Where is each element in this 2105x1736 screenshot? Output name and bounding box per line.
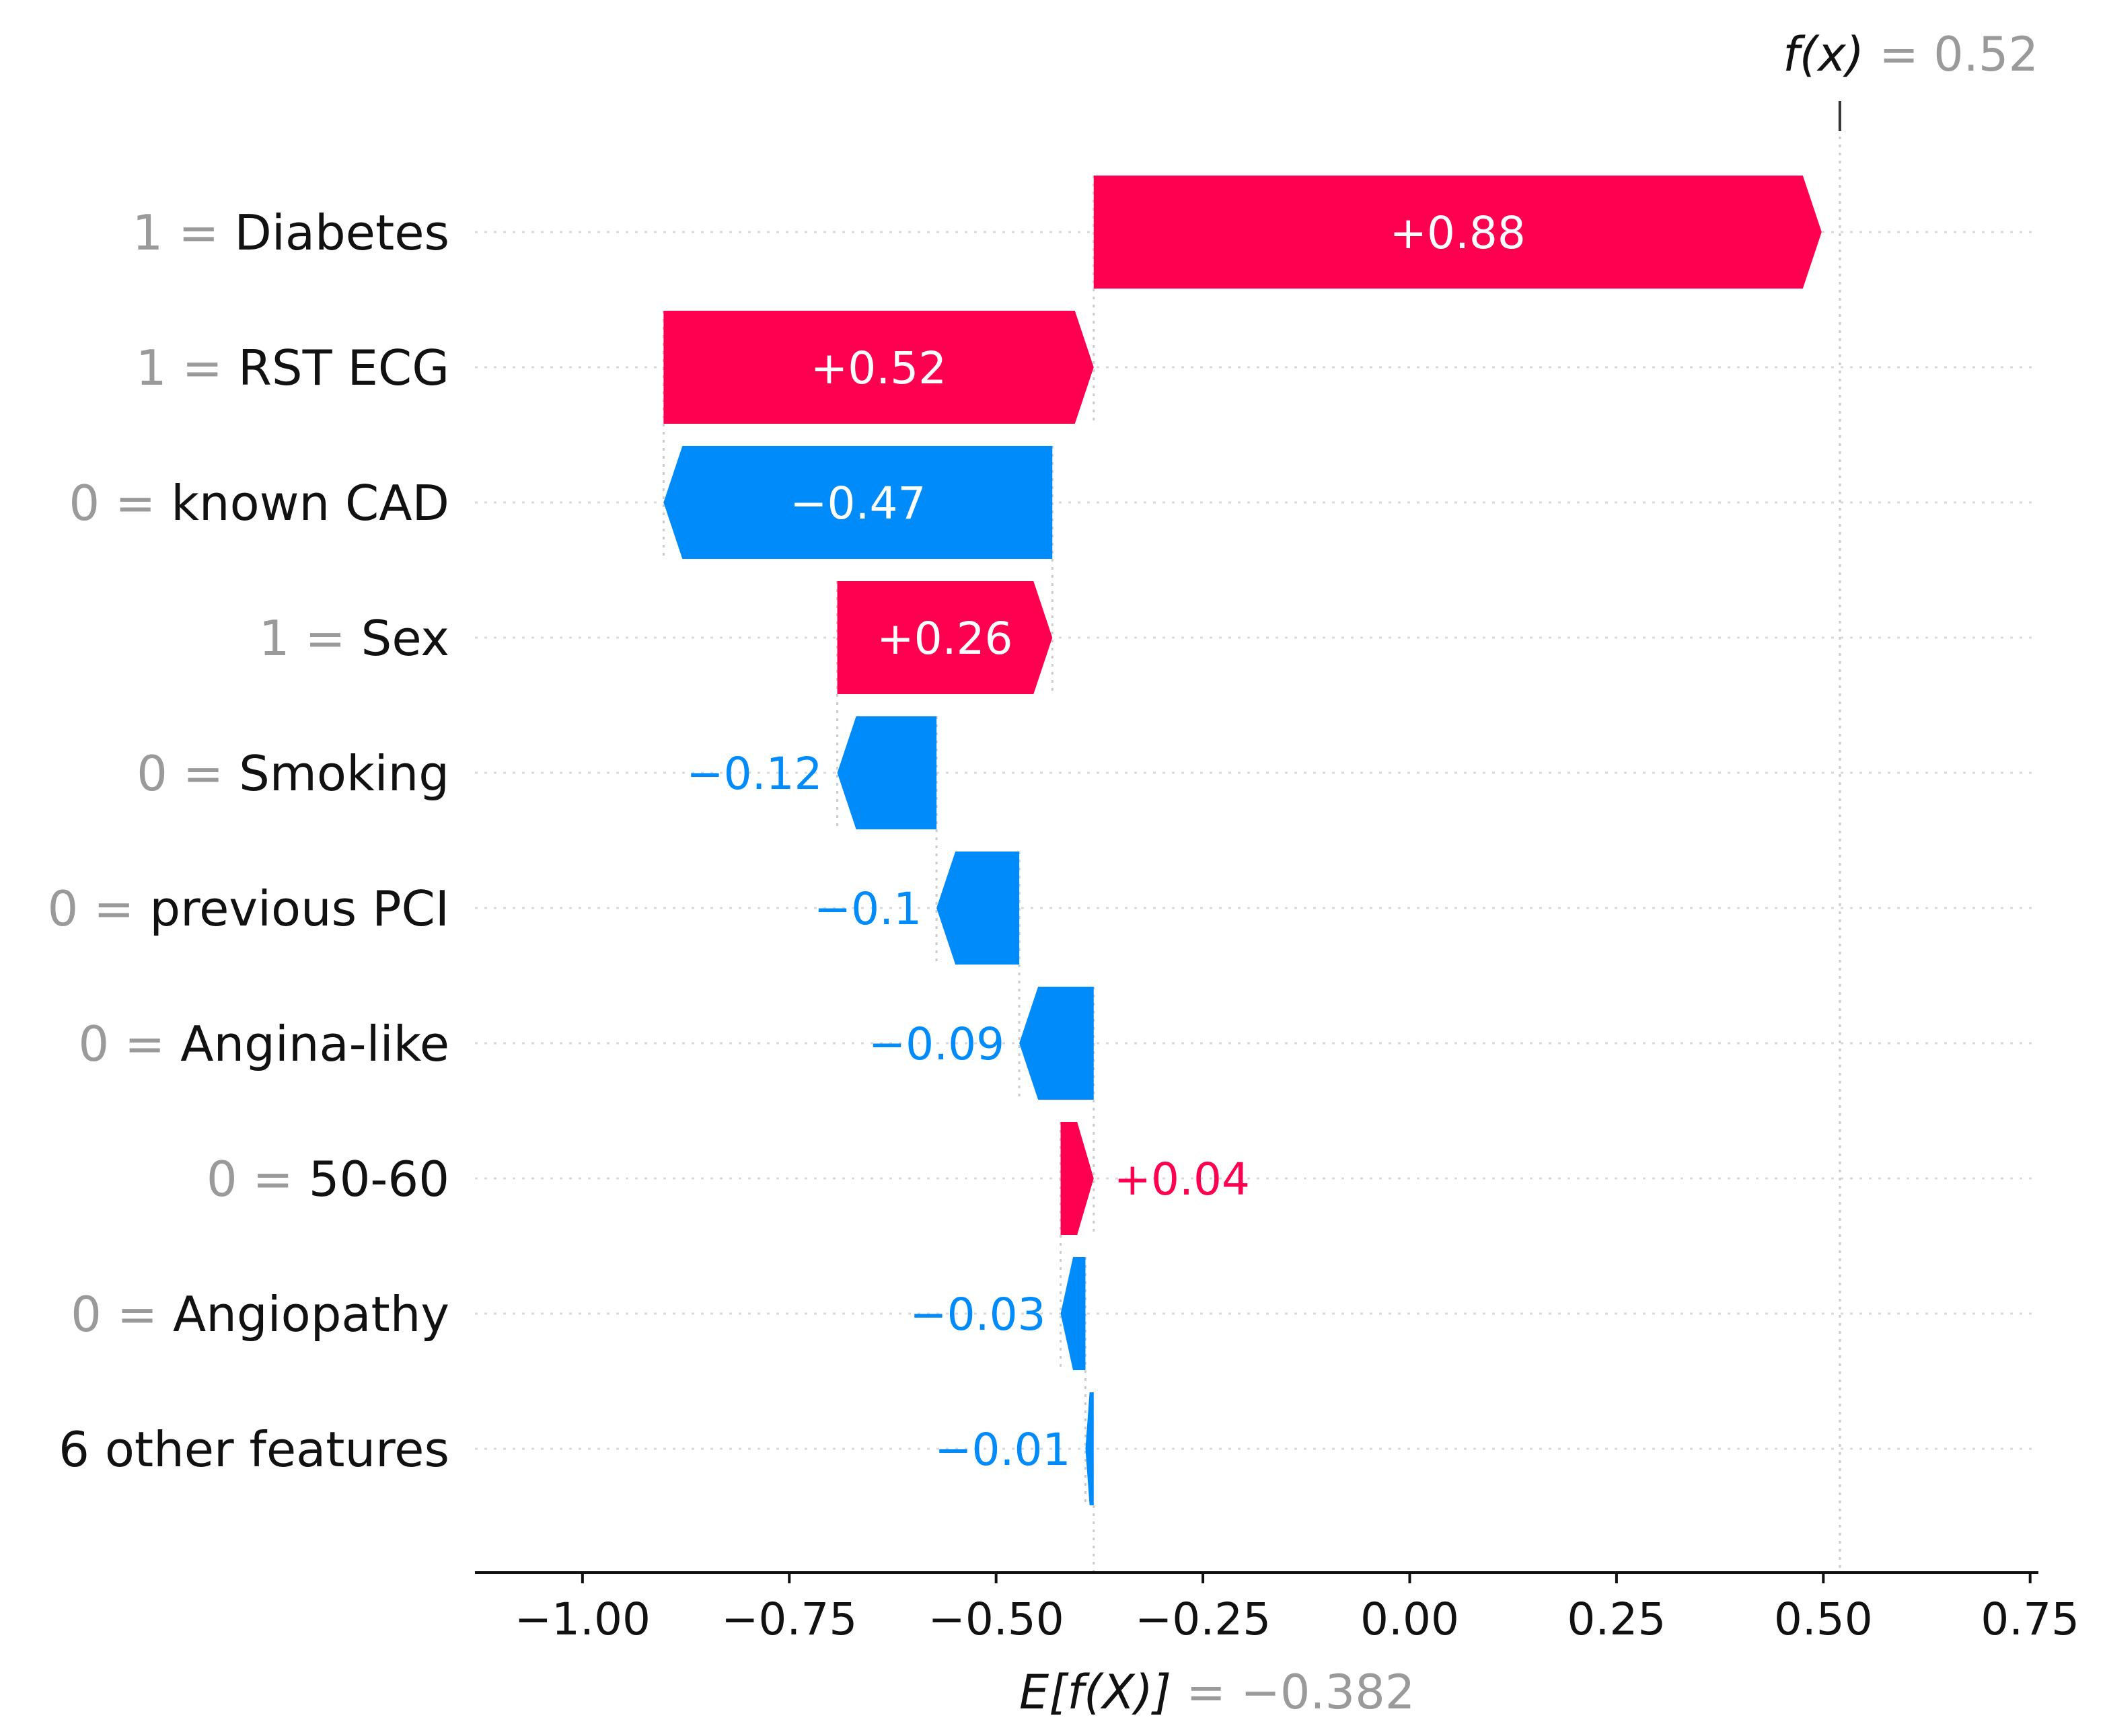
base-value: = −0.382 [1171, 1665, 1415, 1720]
bar-label-3: −0.47 [790, 478, 926, 529]
feature-label-2: 1 = RST ECG [136, 340, 449, 396]
bar-label-4: +0.26 [877, 613, 1012, 665]
feature-name: known CAD [171, 475, 449, 531]
x-axis: −1.00 −0.75 −0.50 −0.25 0.00 0.25 0.50 0.75 [475, 1571, 2079, 1645]
bar-10 [1085, 1392, 1094, 1505]
feature-name: RST ECG [238, 340, 449, 396]
feature-label-3: 0 = known CAD [69, 475, 449, 531]
feature-name: Angina-like [180, 1016, 449, 1072]
feature-value: 1 = [132, 204, 234, 261]
feature-label-5: 0 = Smoking [137, 745, 449, 802]
x-tick-label: 0.25 [1567, 1593, 1666, 1645]
x-tick-label: −0.50 [928, 1593, 1064, 1645]
feature-value: 0 = [69, 475, 171, 531]
bar-8 [1060, 1122, 1094, 1235]
bar-label-10: −0.01 [934, 1424, 1070, 1476]
feature-label-4: 1 = Sex [259, 610, 449, 667]
bar-6 [936, 852, 1020, 965]
feature-value: 0 = [137, 745, 239, 802]
base-prefix: E[f(X)] [1019, 1665, 1171, 1720]
feature-value: 1 = [136, 340, 238, 396]
x-tick-label: 0.00 [1360, 1593, 1459, 1645]
bar-7 [1019, 987, 1094, 1100]
output-value-label: f(x) = 0.52 [1783, 27, 2038, 82]
feature-value: 0 = [71, 1286, 173, 1343]
feature-name: 6 other features [59, 1421, 449, 1478]
bar-label-1: +0.88 [1390, 207, 1526, 259]
bar-label-2: +0.52 [811, 342, 947, 394]
feature-label-1: 1 = Diabetes [132, 204, 449, 261]
bar-4 [837, 581, 1053, 694]
bar-label-7: −0.09 [869, 1018, 1004, 1070]
bar-1 [1093, 176, 1822, 289]
bar-label-5: −0.12 [686, 748, 822, 800]
x-tick-label: 0.75 [1981, 1593, 2079, 1645]
feature-label-10: 6 other features [59, 1421, 449, 1478]
feature-name: Smoking [239, 745, 449, 802]
feature-value: 0 = [47, 880, 149, 937]
feature-value: 1 = [259, 610, 361, 667]
feature-label-9: 0 = Angiopathy [71, 1286, 449, 1343]
bar-5 [837, 716, 937, 829]
bar-label-6: −0.1 [814, 883, 922, 935]
x-tick-label: −0.25 [1135, 1593, 1271, 1645]
bars: +0.88 +0.52 −0.47 +0.26 −0.12 −0.1 −0.09 +0.04 −… [663, 176, 1822, 1505]
bar-label-9: −0.03 [910, 1289, 1045, 1341]
feature-name: Angiopathy [173, 1286, 449, 1343]
output-prefix: f(x) [1783, 27, 1864, 82]
feature-label-8: 0 = 50-60 [207, 1151, 449, 1207]
x-tick-label: −0.75 [721, 1593, 857, 1645]
bar-label-8: +0.04 [1114, 1154, 1250, 1205]
base-value-label: E[f(X)] = −0.382 [1019, 1665, 1415, 1720]
feature-name: 50-60 [309, 1151, 449, 1207]
bar-9 [1060, 1257, 1086, 1370]
feature-value: 0 = [207, 1151, 309, 1207]
feature-name: Sex [361, 610, 449, 667]
x-tick-label: 0.50 [1774, 1593, 1873, 1645]
feature-label-7: 0 = Angina-like [78, 1016, 449, 1072]
bar-3 [663, 446, 1053, 559]
output-value: = 0.52 [1864, 27, 2038, 82]
bar-2 [663, 311, 1094, 424]
feature-name: previous PCI [149, 880, 449, 937]
feature-value: 0 = [78, 1016, 180, 1072]
feature-label-6: 0 = previous PCI [47, 880, 449, 937]
feature-name: Diabetes [234, 204, 449, 261]
x-tick-label: −1.00 [515, 1593, 651, 1645]
